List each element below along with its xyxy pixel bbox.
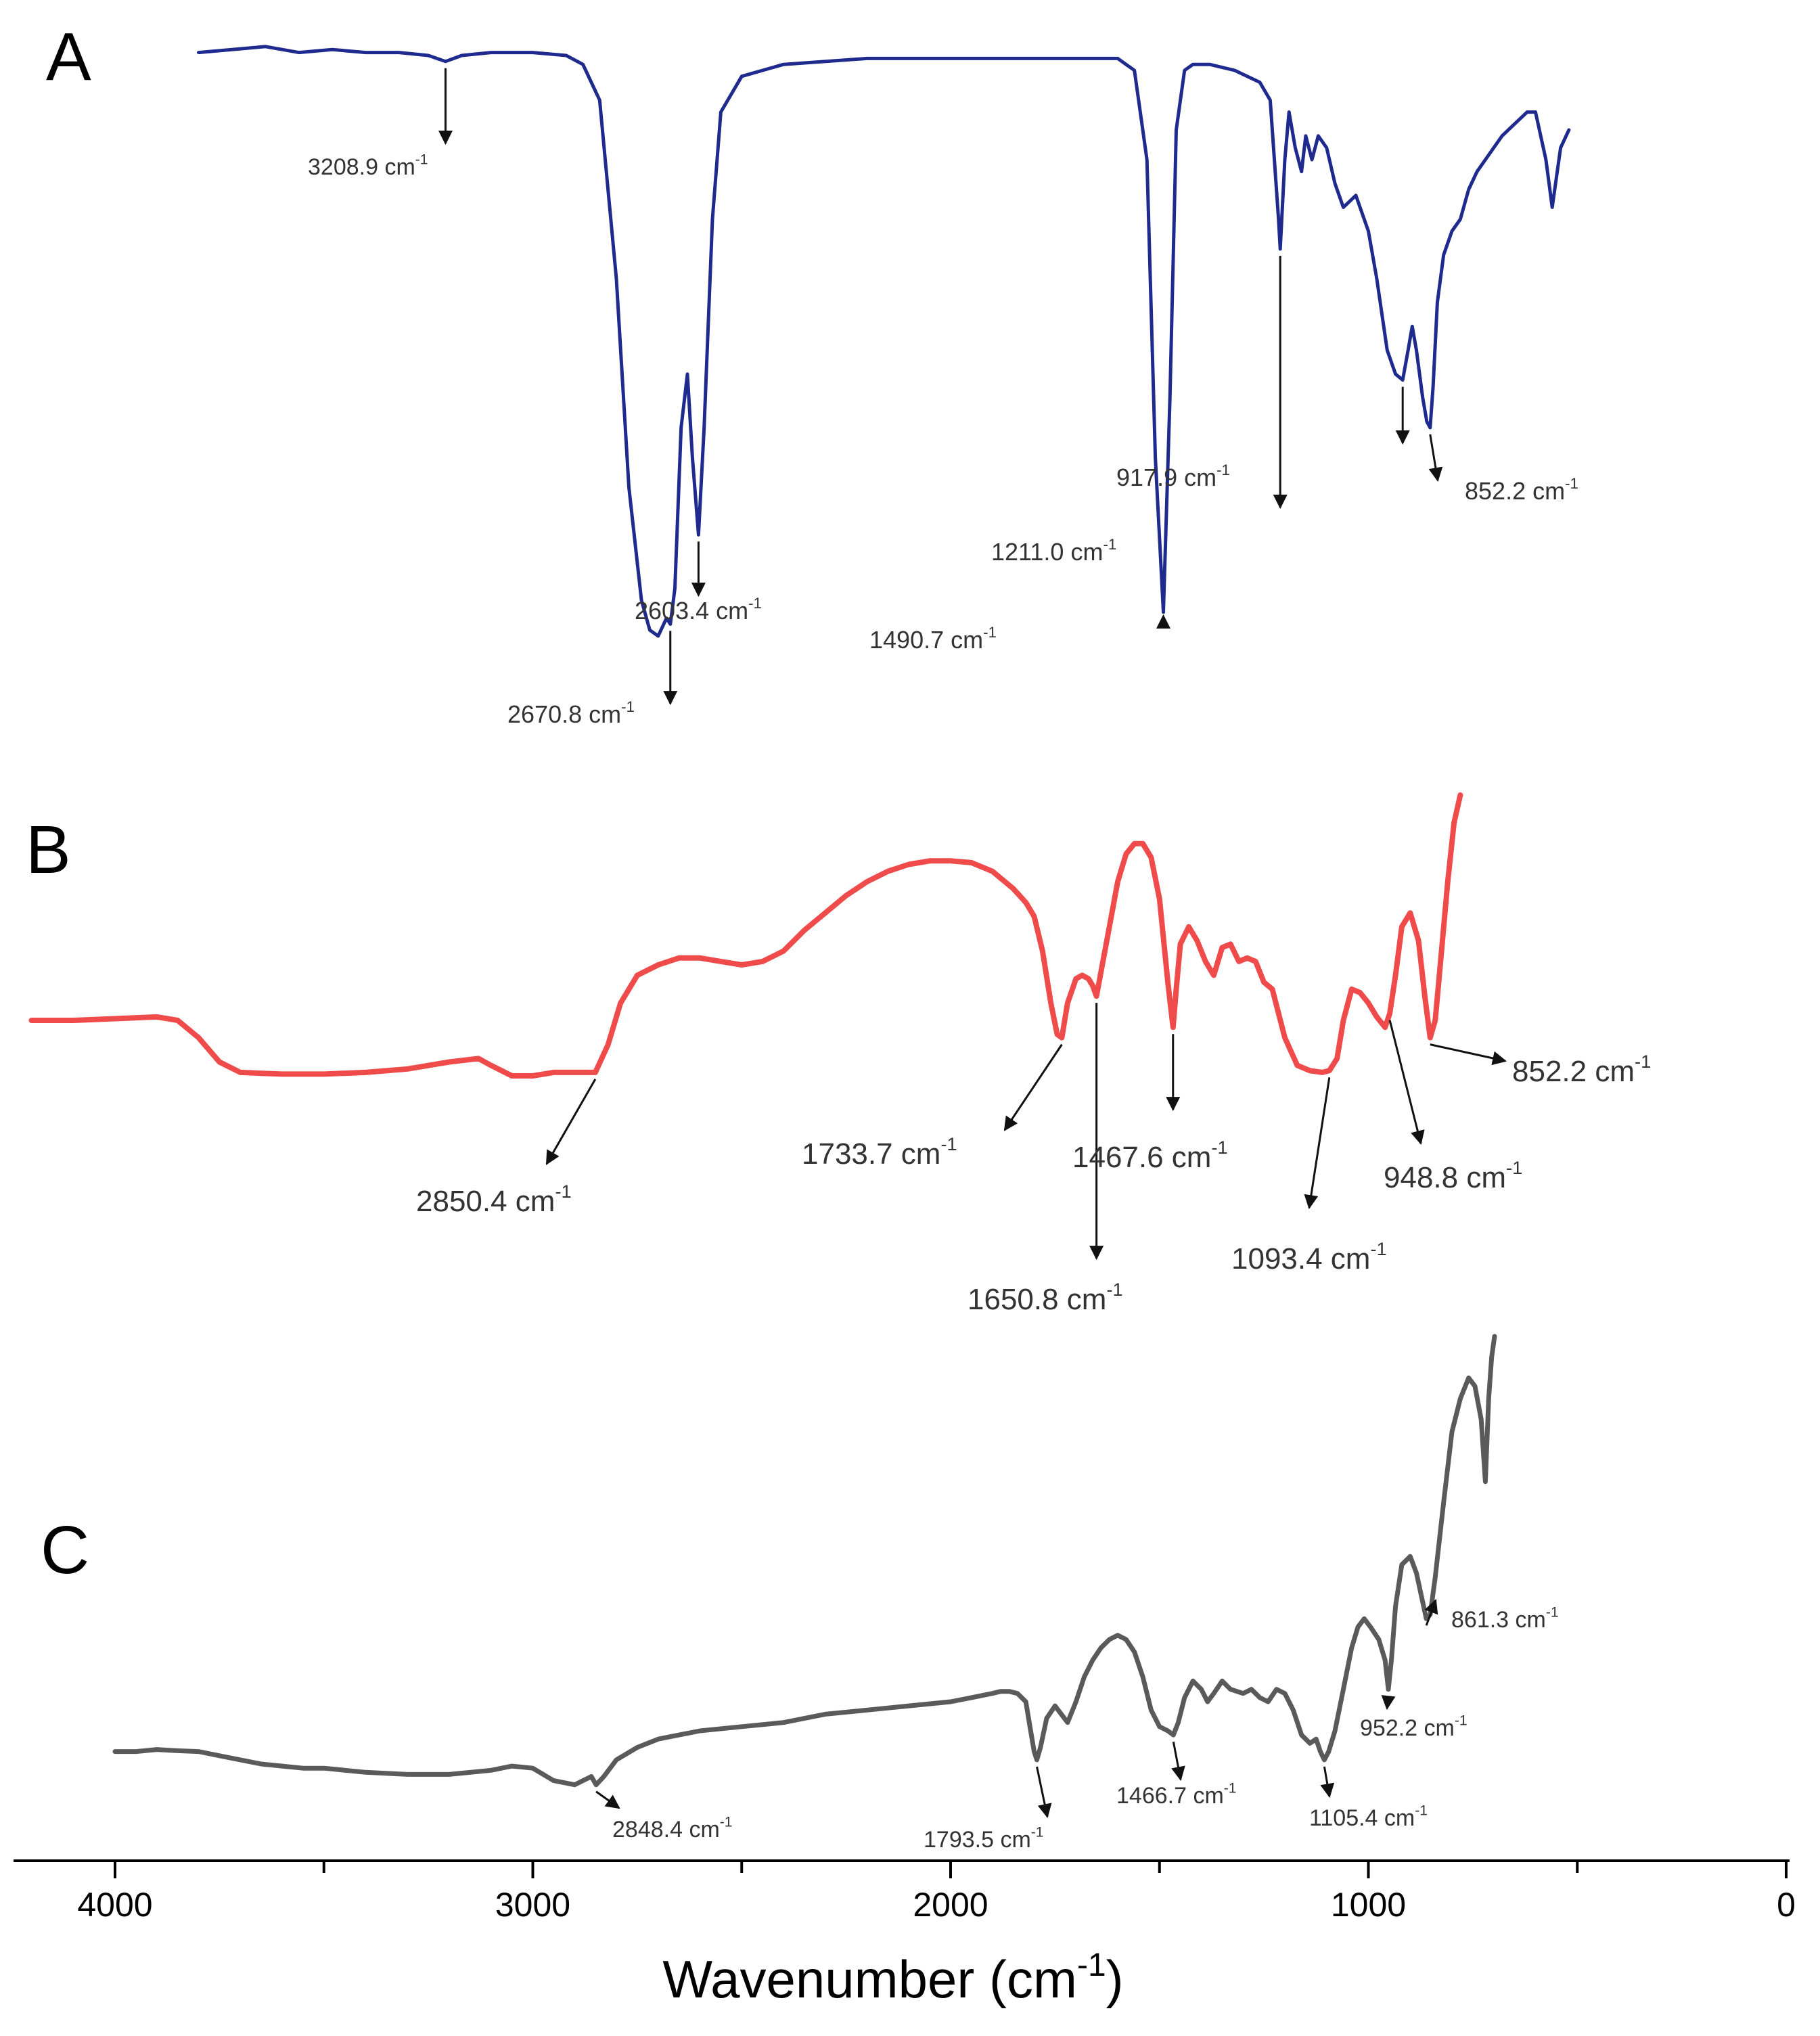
peak-label-a-5: 917.9 cm-1	[1116, 461, 1230, 491]
peak-label-a-4: 1211.0 cm-1	[991, 536, 1116, 566]
peak-label-value: 3208.9 cm	[308, 154, 415, 180]
peak-arrow-c-19	[1424, 1599, 1438, 1626]
peak-label-c-14: 2848.4 cm-1	[612, 1815, 733, 1842]
peak-label-b-10: 1467.6 cm-1	[1072, 1137, 1228, 1174]
peak-label-sup: -1	[720, 1815, 733, 1830]
peak-label-a-6: 852.2 cm-1	[1465, 475, 1578, 505]
peak-label-sup: -1	[1103, 536, 1116, 553]
x-axis-title: Wavenumber (cm-1)	[662, 1947, 1123, 2009]
peak-label-c-18: 952.2 cm-1	[1360, 1713, 1468, 1741]
peak-label-a-3: 1490.7 cm-1	[869, 624, 997, 654]
peak-label-value: 1793.5 cm	[924, 1827, 1031, 1853]
spectrum-line-b	[28, 792, 1463, 1079]
peak-arrow-b-7	[545, 1079, 597, 1165]
panel-label-c: C	[41, 1512, 89, 1588]
x-axis-title-sup: -1	[1077, 1947, 1106, 1983]
spectrum-line-a	[197, 45, 1571, 638]
peak-label-sup: -1	[983, 624, 997, 641]
peak-label-value: 1467.6 cm	[1072, 1141, 1211, 1174]
peak-label-value: 861.3 cm	[1451, 1607, 1546, 1633]
peak-arrow-c-14	[595, 1790, 620, 1809]
peak-label-sup: -1	[1635, 1051, 1651, 1072]
panel-label-b: B	[26, 812, 71, 888]
peak-label-sup: -1	[621, 698, 635, 715]
peak-label-b-12: 948.8 cm-1	[1384, 1157, 1522, 1194]
x-tick-label-3000: 3000	[495, 1886, 570, 1924]
peak-label-value: 852.2 cm	[1512, 1055, 1635, 1088]
peak-label-value: 1105.4 cm	[1309, 1805, 1415, 1831]
peak-label-value: 1650.8 cm	[968, 1283, 1106, 1316]
peak-label-sup: -1	[555, 1181, 571, 1202]
peak-label-sup: -1	[1224, 1781, 1237, 1796]
x-tick-label-2000: 2000	[913, 1886, 988, 1924]
peak-arrow-c-15	[1036, 1766, 1052, 1819]
peak-label-value: 952.2 cm	[1360, 1715, 1455, 1741]
peak-arrow-b-12	[1388, 1020, 1425, 1146]
peak-label-value: 852.2 cm	[1465, 477, 1565, 505]
peak-arrow-c-18	[1381, 1695, 1396, 1711]
peak-arrow-c-17	[1320, 1766, 1335, 1799]
peak-label-b-9: 1650.8 cm-1	[968, 1279, 1123, 1316]
peak-label-c-17: 1105.4 cm-1	[1309, 1803, 1428, 1831]
peak-label-b-7: 2850.4 cm-1	[416, 1181, 572, 1218]
peak-label-sup: -1	[415, 152, 428, 168]
x-tick-label-1000: 1000	[1331, 1886, 1406, 1924]
peak-label-b-11: 1093.4 cm-1	[1231, 1238, 1387, 1275]
peak-label-c-19: 861.3 cm-1	[1451, 1605, 1559, 1633]
peak-label-c-16: 1466.7 cm-1	[1116, 1781, 1237, 1809]
peak-label-a-2: 2603.4 cm-1	[635, 595, 762, 625]
peak-label-b-8: 1733.7 cm-1	[802, 1133, 957, 1171]
spectra-lines	[28, 45, 1571, 1788]
peak-label-sup: -1	[1415, 1803, 1428, 1819]
x-axis-ticks: 4000 3000 2000 1000 0	[77, 1861, 1796, 1924]
peak-label-value: 2670.8 cm	[507, 700, 621, 728]
peak-arrow-b-11	[1304, 1077, 1331, 1210]
peak-label-value: 2850.4 cm	[416, 1185, 555, 1218]
peak-label-value: 917.9 cm	[1116, 463, 1216, 491]
x-axis-title-close: )	[1106, 1949, 1124, 2009]
x-axis: 4000 3000 2000 1000 0 Wavenumber (cm-1)	[14, 1859, 1796, 2009]
peak-label-sup: -1	[1370, 1238, 1386, 1259]
peak-label-sup: -1	[1565, 475, 1578, 492]
panel-label-a: A	[46, 19, 91, 95]
x-tick-label-4000: 4000	[77, 1886, 152, 1924]
peak-label-sup: -1	[940, 1133, 957, 1154]
peak-label-a-0: 3208.9 cm-1	[308, 152, 428, 180]
peak-label-value: 948.8 cm	[1384, 1161, 1506, 1194]
peak-label-value: 1093.4 cm	[1231, 1242, 1370, 1275]
spectrum-line-c	[112, 1334, 1497, 1788]
peak-label-sup: -1	[748, 595, 762, 612]
peak-label-value: 1211.0 cm	[991, 538, 1103, 566]
peak-label-sup: -1	[1546, 1605, 1559, 1621]
peak-label-b-13: 852.2 cm-1	[1512, 1051, 1651, 1088]
peak-label-sup: -1	[1211, 1137, 1227, 1158]
x-axis-title-text: Wavenumber (cm	[662, 1949, 1077, 2009]
peak-label-value: 2848.4 cm	[612, 1817, 720, 1842]
peak-arrow-a-6	[1428, 434, 1443, 482]
peak-arrow-b-13	[1430, 1043, 1507, 1066]
peak-label-value: 1466.7 cm	[1116, 1783, 1224, 1809]
peak-label-sup: -1	[1216, 461, 1230, 478]
peak-label-value: 2603.4 cm	[635, 597, 748, 625]
peak-arrow-c-16	[1171, 1741, 1185, 1782]
x-tick-label-0: 0	[1777, 1886, 1796, 1924]
peak-label-value: 1490.7 cm	[869, 626, 983, 654]
peak-arrow-b-8	[1003, 1043, 1063, 1131]
peak-label-sup: -1	[1031, 1825, 1044, 1840]
peak-label-c-15: 1793.5 cm-1	[924, 1825, 1044, 1853]
peak-label-a-1: 2670.8 cm-1	[507, 698, 635, 728]
peak-label-sup: -1	[1455, 1713, 1468, 1729]
peak-label-value: 1733.7 cm	[802, 1137, 940, 1171]
peak-label-sup: -1	[1506, 1157, 1522, 1178]
peak-label-sup: -1	[1106, 1279, 1122, 1300]
